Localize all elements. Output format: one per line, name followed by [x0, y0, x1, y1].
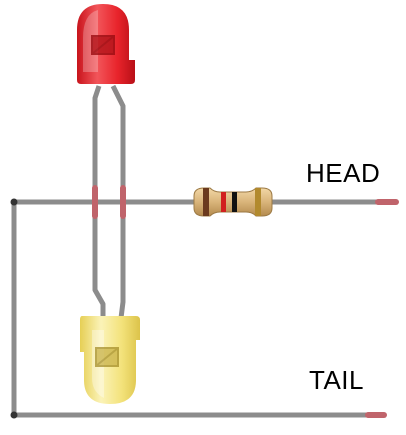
resistor	[193, 187, 273, 217]
led-leads	[92, 84, 126, 319]
junction-top-left	[10, 198, 18, 206]
junction-bottom-left	[10, 411, 18, 419]
tail-label: TAIL	[309, 365, 364, 395]
yellow-led	[80, 316, 140, 404]
red-led-highlight	[83, 10, 98, 72]
solder-right	[120, 185, 126, 219]
solder-left	[92, 185, 98, 219]
red-led	[77, 4, 135, 84]
resistor-band-2	[221, 192, 226, 212]
head-label: HEAD	[306, 158, 381, 188]
red-led-anvil-icon	[91, 35, 115, 55]
left-lead	[92, 85, 106, 318]
resistor-band-1	[203, 188, 209, 216]
resistor-band-4	[255, 188, 261, 216]
yellow-led-anvil-icon	[95, 347, 119, 367]
resistor-band-3	[232, 192, 237, 212]
